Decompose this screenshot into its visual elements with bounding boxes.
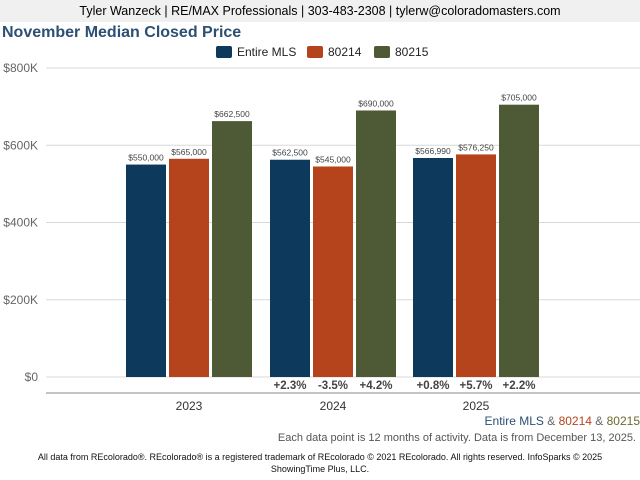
footer-line-2: ShowingTime Plus, LLC.: [270, 464, 370, 474]
y-tick-label: $800K: [3, 61, 38, 75]
bar-value-label: $662,500: [214, 109, 250, 119]
bar: [456, 154, 496, 377]
percent-change-label: +2.3%: [274, 380, 307, 392]
bar: [126, 164, 166, 377]
legend-swatch-entire-mls: [216, 46, 232, 58]
chart-legend: Entire MLS 80214 80215: [0, 45, 640, 61]
percent-change-label: +0.8%: [417, 380, 450, 392]
y-tick-label: $200K: [3, 293, 38, 307]
bar: [356, 110, 396, 378]
bottom-legend-80214: 80214: [558, 414, 592, 428]
bar-value-label: $565,000: [171, 147, 207, 157]
copyright-footer: All data from REcolorado®. REcolorado® i…: [0, 451, 640, 475]
bar-value-label: $545,000: [315, 154, 351, 164]
bar: [169, 158, 209, 377]
legend-label-entire-mls: Entire MLS: [237, 45, 297, 59]
bar-value-label: $690,000: [358, 98, 394, 108]
x-tick-label: 2024: [320, 399, 347, 413]
bar-value-label: $562,500: [272, 148, 308, 158]
percent-change-label: +2.2%: [503, 380, 536, 392]
agent-contact-text: Tyler Wanzeck | RE/MAX Professionals | 3…: [79, 4, 561, 18]
bottom-legend-entire: Entire MLS: [484, 414, 544, 428]
bar: [313, 166, 353, 377]
footer-line-1: All data from REcolorado®. REcolorado® i…: [37, 452, 603, 462]
bar-value-label: $705,000: [501, 93, 537, 103]
bottom-series-legend: Entire MLS & 80214 & 80215: [485, 414, 640, 428]
bar-value-label: $566,990: [415, 146, 451, 156]
legend-label-80214: 80214: [328, 45, 362, 59]
bar-value-label: $576,250: [458, 142, 494, 152]
percent-change-label: +4.2%: [360, 380, 393, 392]
bar: [499, 104, 539, 377]
percent-change-label: +5.7%: [460, 380, 493, 392]
legend-swatch-80214: [307, 46, 323, 58]
y-tick-label: $0: [25, 370, 39, 384]
bar-value-label: $550,000: [128, 153, 164, 163]
x-tick-label: 2025: [463, 399, 490, 413]
percent-change-label: -3.5%: [318, 380, 348, 392]
bottom-legend-80215: 80215: [606, 414, 640, 428]
data-note: Each data point is 12 months of activity…: [277, 432, 636, 444]
agent-contact-bar: Tyler Wanzeck | RE/MAX Professionals | 3…: [0, 0, 640, 22]
legend-item-80215[interactable]: 80215: [374, 45, 428, 59]
y-tick-label: $400K: [3, 216, 38, 230]
bar: [413, 158, 453, 377]
y-tick-label: $600K: [3, 138, 38, 152]
bottom-legend-sep: &: [543, 414, 559, 428]
legend-swatch-80215: [374, 46, 390, 58]
bar: [212, 121, 252, 377]
bar: [270, 159, 310, 377]
x-tick-label: 2023: [176, 399, 203, 413]
legend-label-80215: 80215: [395, 45, 429, 59]
legend-item-entire-mls[interactable]: Entire MLS: [216, 45, 296, 59]
chart-title: November Median Closed Price: [2, 24, 242, 41]
bottom-legend-sep: &: [591, 414, 607, 428]
legend-item-80214[interactable]: 80214: [307, 45, 361, 59]
